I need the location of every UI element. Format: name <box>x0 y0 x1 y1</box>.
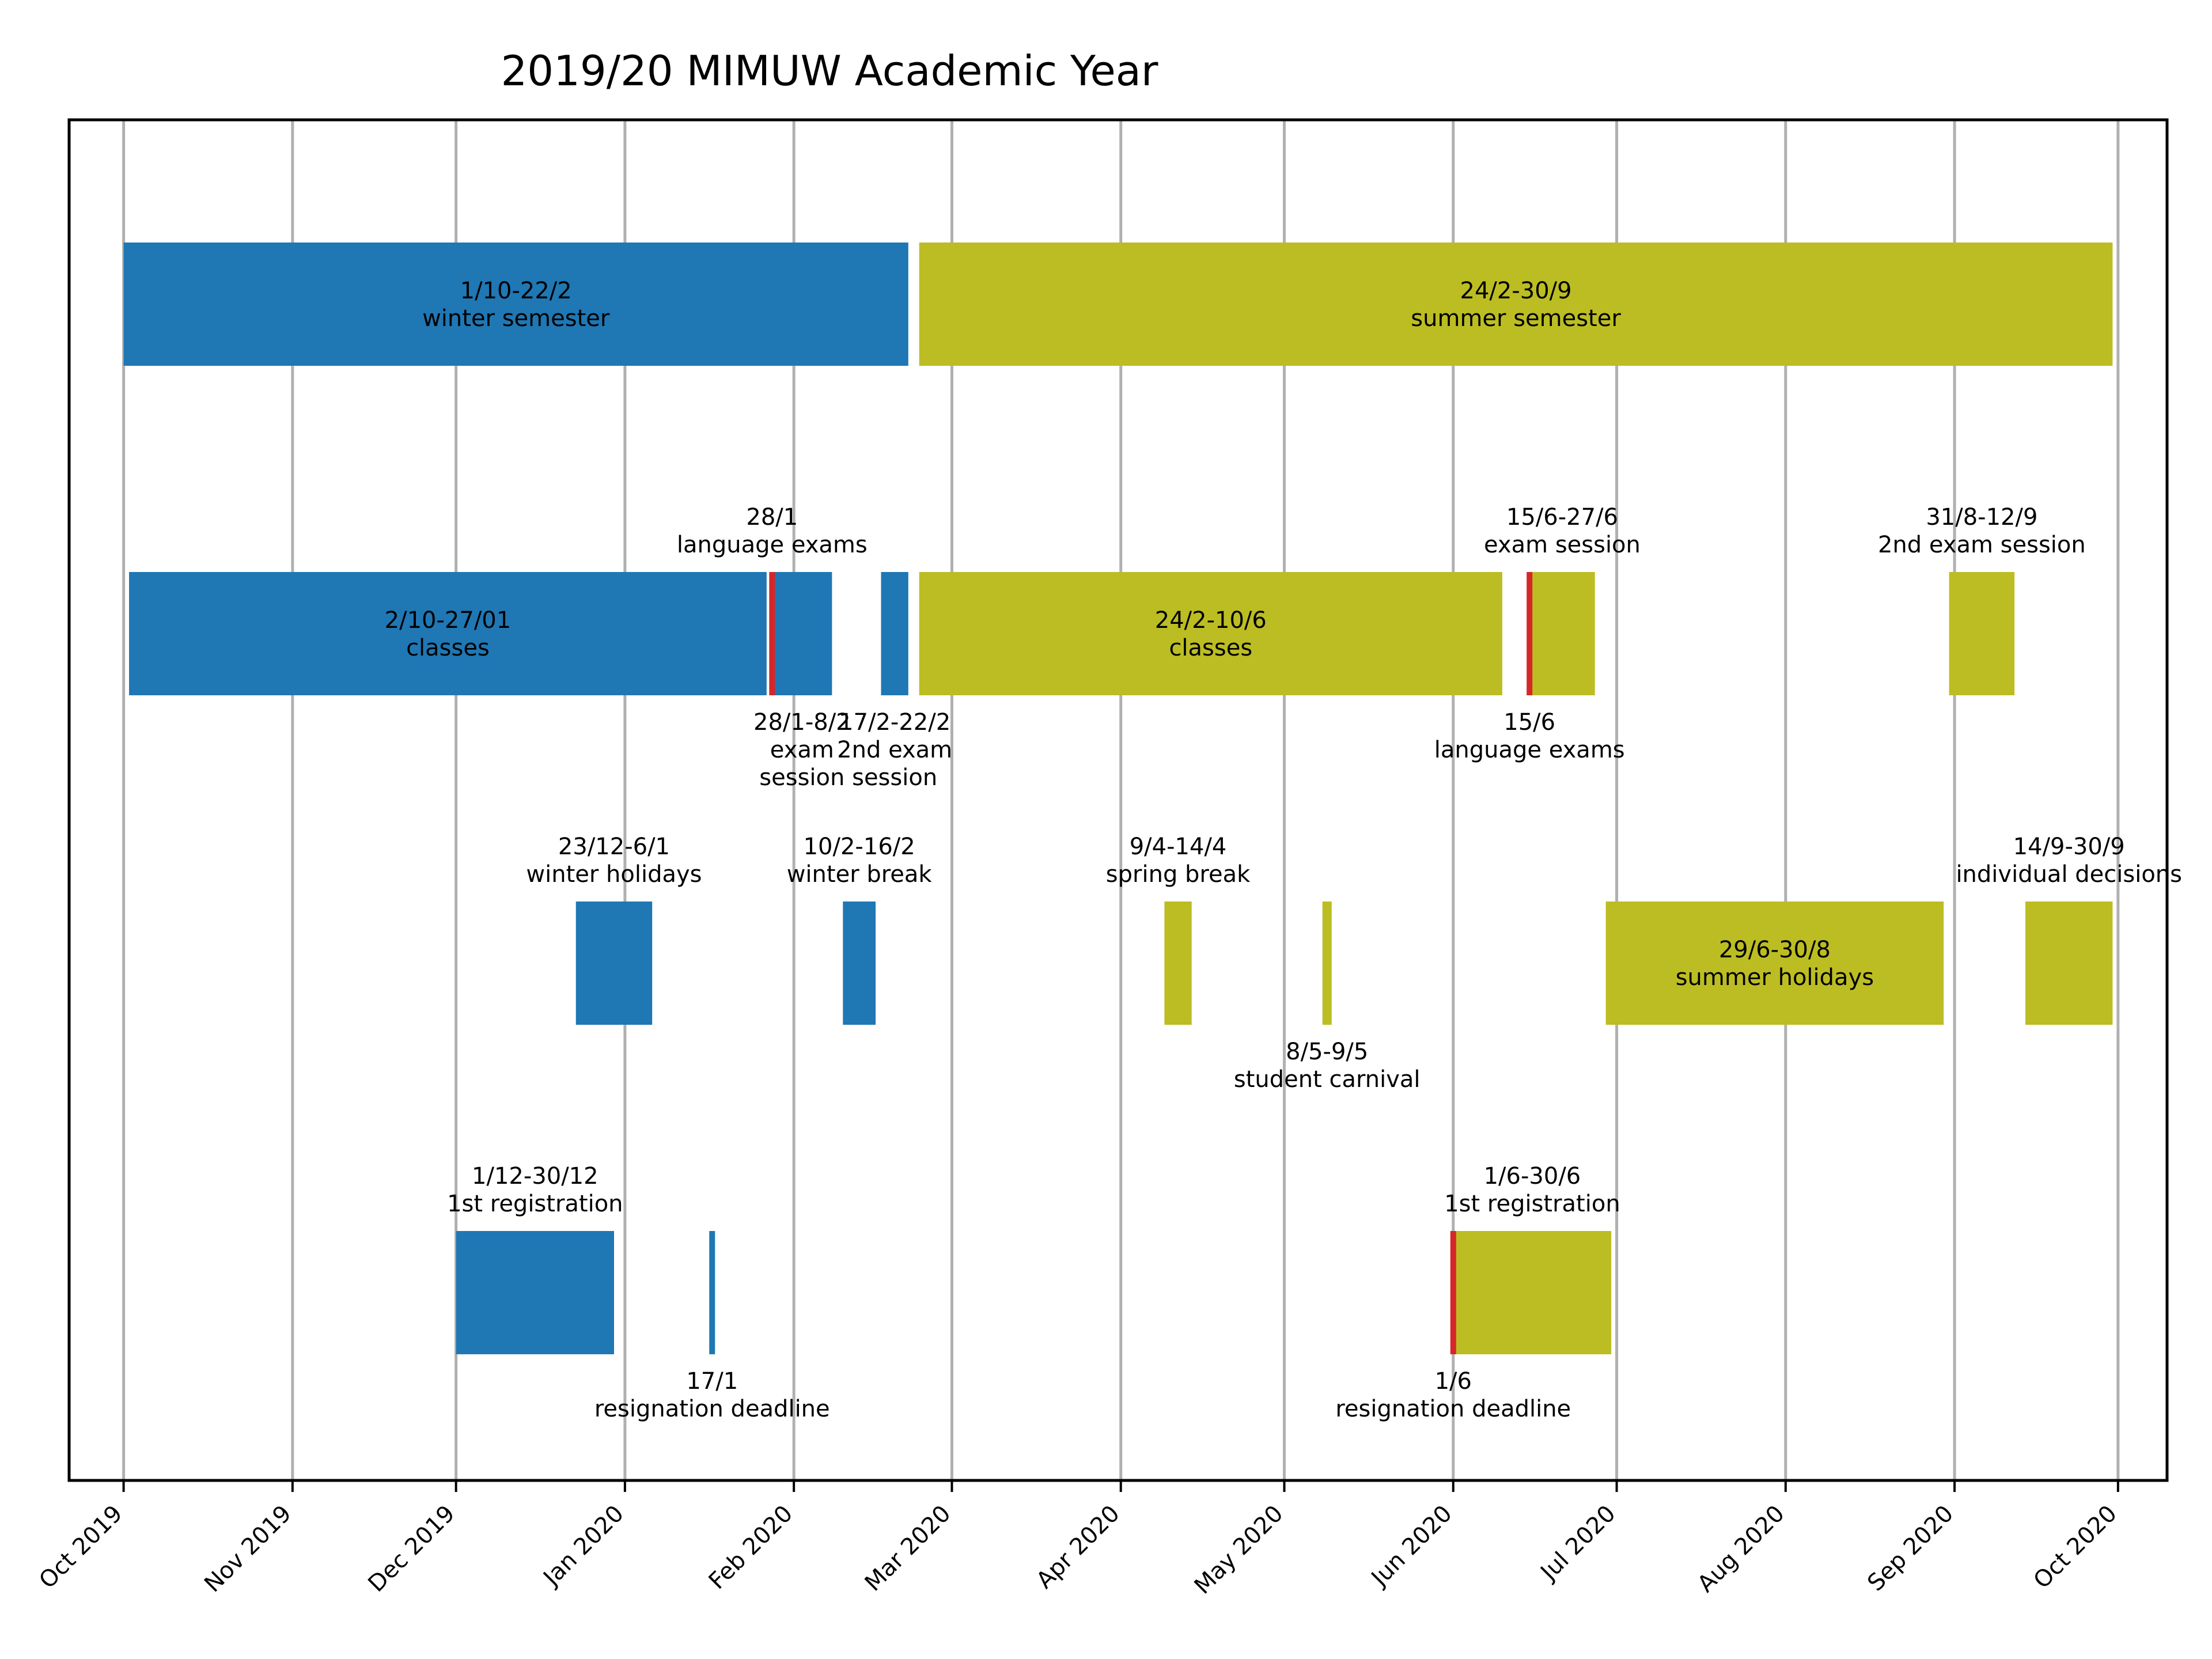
bar-label-line-1: summer semester <box>1411 305 1621 332</box>
bar-label-line-1: 1st registration <box>447 1191 623 1217</box>
date-marker <box>709 1231 715 1354</box>
x-tick-label: Jan 2020 <box>537 1501 629 1592</box>
bar-label-line-1: student carnival <box>1234 1066 1421 1093</box>
x-tick-label: Apr 2020 <box>1031 1501 1124 1594</box>
marker-label-line-1: language exams <box>677 532 868 558</box>
bar-label-line-1: individual decisions <box>1956 861 2182 888</box>
bar-label-line-0: 9/4-14/4 <box>1130 834 1227 860</box>
x-tick-label: Dec 2019 <box>363 1501 460 1597</box>
timeline-bar <box>881 572 908 695</box>
marker-label-line-0: 15/6 <box>1503 709 1555 736</box>
bar-label-line-0: 15/6-27/6 <box>1506 504 1618 531</box>
x-tick-label: Aug 2020 <box>1692 1501 1790 1598</box>
bar-label-line-0: 1/10-22/2 <box>460 278 572 304</box>
x-tick-label: Sep 2020 <box>1862 1501 1959 1597</box>
chart-title: 2019/20 MIMUW Academic Year <box>501 47 1158 95</box>
timeline-bar <box>1949 572 2015 695</box>
bar-label-line-0: 24/2-30/9 <box>1460 278 1572 304</box>
bar-label-line-2: session <box>759 764 844 791</box>
bar-label-line-0: 23/12-6/1 <box>558 834 670 860</box>
bar-label-line-1: spring break <box>1106 861 1251 888</box>
bar-label-line-0: 14/9-30/9 <box>2013 834 2125 860</box>
timeline-bar <box>575 902 653 1025</box>
bar-label-line-1: summer holidays <box>1676 964 1874 991</box>
bar-label-line-0: 2/10-27/01 <box>385 607 512 634</box>
bar-label-line-0: 8/5-9/5 <box>1286 1039 1368 1065</box>
bar-label-line-2: session <box>852 764 937 791</box>
bar-label-line-1: exam <box>770 737 834 763</box>
timeline-bar <box>129 572 767 695</box>
bar-label-line-1: 2nd exam <box>837 737 952 763</box>
marker-label-line-1: resignation deadline <box>594 1396 830 1422</box>
bars <box>123 243 2113 1354</box>
bar-label-line-1: 1st registration <box>1444 1191 1620 1217</box>
timeline-bar <box>1529 572 1595 695</box>
bar-label-line-0: 10/2-16/2 <box>804 834 915 860</box>
x-tick-label: Feb 2020 <box>704 1501 798 1595</box>
x-tick-label: Oct 2019 <box>34 1501 127 1594</box>
marker-label-line-0: 28/1 <box>746 504 798 531</box>
date-marker <box>1450 1231 1456 1354</box>
x-tick-label: Jun 2020 <box>1365 1501 1457 1593</box>
bar-label-line-1: exam session <box>1484 532 1641 558</box>
bar-label-line-1: classes <box>1169 635 1252 661</box>
bar-label-line-0: 1/6-30/6 <box>1484 1163 1581 1190</box>
timeline-bar <box>1605 902 1944 1025</box>
x-tick-label: Jul 2020 <box>1535 1501 1621 1587</box>
timeline-bar <box>919 572 1502 695</box>
timeline-bar <box>1164 902 1192 1025</box>
timeline-bar <box>772 572 832 695</box>
marker-label-line-1: resignation deadline <box>1335 1396 1571 1422</box>
timeline-bar <box>123 243 908 366</box>
markers <box>709 572 1533 1354</box>
x-tick-label: May 2020 <box>1190 1501 1289 1600</box>
x-tick-label: Oct 2020 <box>2029 1501 2122 1594</box>
timeline-bar <box>2025 902 2113 1025</box>
timeline-bar <box>843 902 876 1025</box>
date-marker <box>1527 572 1533 695</box>
x-tick-label: Mar 2020 <box>860 1501 956 1597</box>
date-marker <box>769 572 775 695</box>
bar-label-line-0: 24/2-10/6 <box>1155 607 1267 634</box>
bar-label-line-1: classes <box>406 635 490 661</box>
marker-label-line-1: language exams <box>1434 737 1625 763</box>
bar-label-line-1: winter holidays <box>526 861 702 888</box>
timeline-bar <box>919 243 2113 366</box>
marker-label-line-0: 17/1 <box>686 1368 738 1395</box>
bar-label-line-0: 29/6-30/8 <box>1719 937 1831 963</box>
bar-label-line-1: winter break <box>787 861 933 888</box>
bar-label-line-1: winter semester <box>422 305 610 332</box>
plot-frame <box>67 118 2169 1482</box>
bar-label-line-0: 1/12-30/12 <box>472 1163 599 1190</box>
timeline-bar <box>456 1231 614 1354</box>
timeline-bar <box>1322 902 1332 1025</box>
x-axis-ticks: Oct 2019 Nov 2019 Dec 2019 Jan 2020 Feb 2020… <box>34 1480 2122 1600</box>
bar-label-line-0: 28/1-8/2 <box>753 709 851 736</box>
marker-label-line-0: 1/6 <box>1435 1368 1472 1395</box>
bar-label-line-1: 2nd exam session <box>1878 532 2086 558</box>
bar-label-line-0: 17/2-22/2 <box>839 709 950 736</box>
timeline-bar <box>1453 1231 1612 1354</box>
x-tick-label: Nov 2019 <box>199 1501 297 1598</box>
bar-label-line-0: 31/8-12/9 <box>1926 504 2037 531</box>
